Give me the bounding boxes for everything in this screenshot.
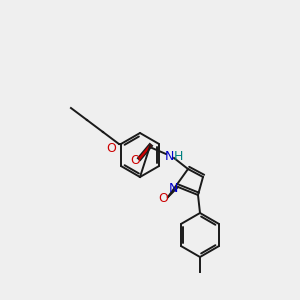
Text: O: O bbox=[158, 191, 168, 205]
Text: H: H bbox=[173, 149, 183, 163]
Text: O: O bbox=[106, 142, 116, 154]
Text: O: O bbox=[130, 154, 140, 166]
Text: N: N bbox=[168, 182, 178, 194]
Text: N: N bbox=[164, 149, 174, 163]
